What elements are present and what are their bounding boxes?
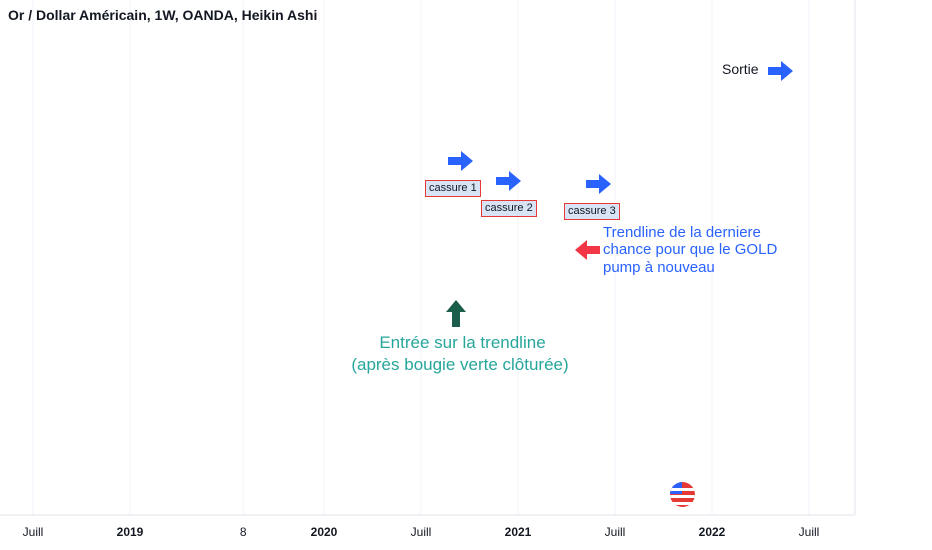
price-axis-pane: 1120.0001200.0001280.0001380.0001500.000… [854,0,932,550]
trendline-note-line-3: pump à nouveau [603,259,715,276]
chart-grid [32,0,810,515]
trendline-note-line-2: chance pour que le GOLD [603,241,778,258]
cassure-2-label: cassure 2 [481,200,537,217]
time-tick-label: 2022 [699,525,726,539]
price-axis-background [855,0,932,550]
chart-title: Or / Dollar Américain, 1W, OANDA, Heikin… [8,7,318,23]
time-axis-background [0,515,932,550]
time-tick-label: Juill [799,525,820,539]
sortie-label: Sortie [722,61,759,77]
trendline-note-line-1: Trendline de la derniere [603,224,761,241]
arrow-right-icon [586,174,611,194]
us-flag-icon[interactable] [670,482,695,507]
entry-note-line-1: Entrée sur la trendline [379,333,546,352]
time-axis: Juill 2019 8 2020 Juill 2021 Juill 2022 Juill [0,514,932,550]
time-tick-label: Juill [23,525,44,539]
arrow-up-icon [446,300,466,327]
cassure-1-label: cassure 1 [425,180,481,197]
time-tick-label: 8 [240,525,247,539]
arrow-left-icon [575,240,600,260]
arrow-right-icon [768,61,793,81]
arrow-right-icon [496,171,521,191]
entry-note-line-2: (après bougie verte clôturée) [351,355,569,374]
cassure-3-label: cassure 3 [564,203,620,220]
time-tick-label: 2019 [117,525,144,539]
time-tick-label: Juill [411,525,432,539]
arrow-right-icon [448,151,473,171]
time-tick-label: Juill [605,525,626,539]
time-tick-label: 2020 [311,525,338,539]
time-tick-label: 2021 [505,525,532,539]
